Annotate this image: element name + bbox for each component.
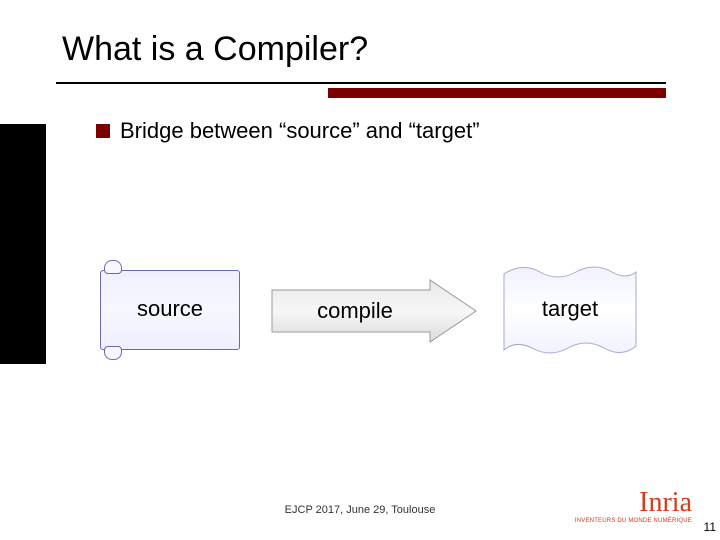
title-underline-thin — [56, 82, 666, 84]
source-node: source — [100, 260, 240, 360]
target-node: target — [500, 260, 640, 360]
target-label: target — [500, 296, 640, 322]
logo-name: Inria — [639, 487, 692, 518]
compiler-diagram: source compile — [80, 260, 640, 380]
scroll-top-curl-icon — [104, 260, 122, 274]
bullet-item: Bridge between “source” and “target” — [96, 118, 480, 144]
logo-tagline: INVENTEURS DU MONDE NUMÉRIQUE — [572, 518, 692, 524]
inria-logo: Inria INVENTEURS DU MONDE NUMÉRIQUE — [572, 490, 692, 524]
scroll-bottom-curl-icon — [104, 346, 122, 360]
title-underline-thick — [328, 88, 666, 98]
compile-label: compile — [270, 278, 440, 344]
page-number: 11 — [704, 520, 716, 534]
bullet-text: Bridge between “source” and “target” — [120, 118, 480, 144]
bullet-square-icon — [96, 124, 110, 138]
source-label: source — [100, 296, 240, 322]
slide-title: What is a Compiler? — [62, 30, 368, 69]
compile-arrow-node: compile — [270, 278, 480, 344]
sidebar-accent-block — [0, 124, 46, 364]
